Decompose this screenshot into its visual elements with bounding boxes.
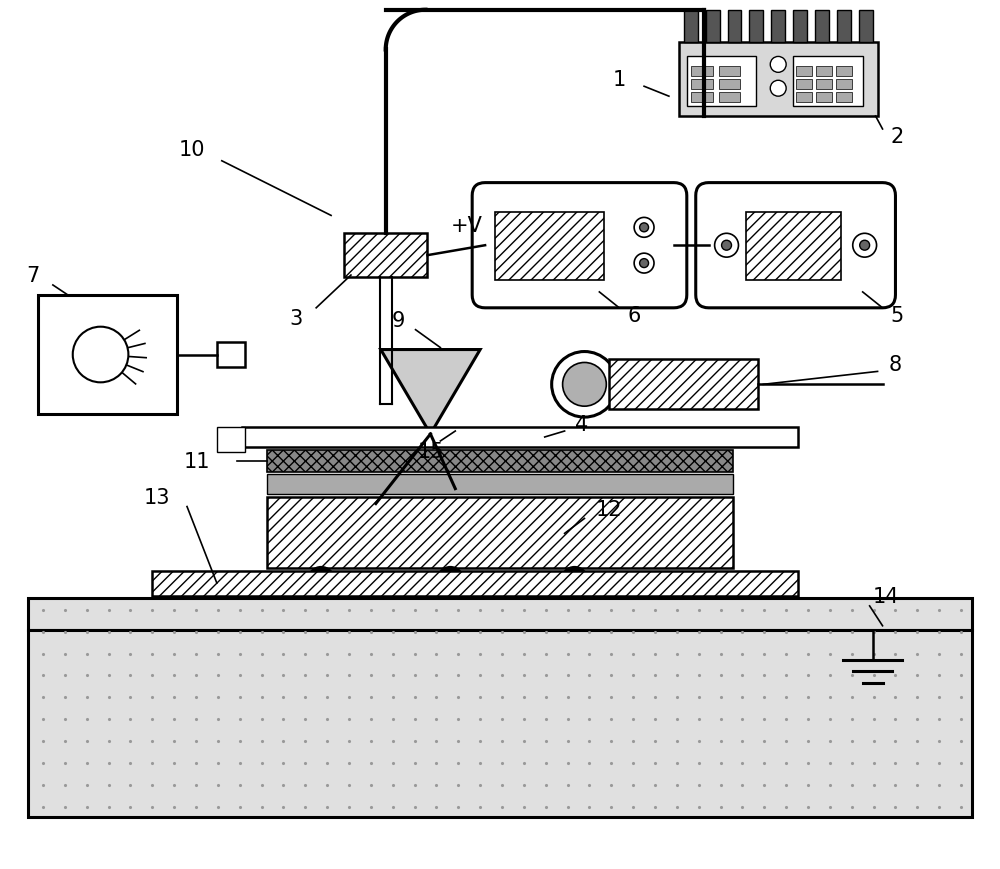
FancyBboxPatch shape (472, 183, 687, 308)
Bar (217, 428, 245, 453)
Circle shape (640, 259, 649, 269)
Bar (815, 10, 829, 43)
Text: 9: 9 (392, 310, 405, 330)
Bar (691, 80, 713, 90)
Circle shape (860, 241, 870, 251)
Bar (816, 80, 832, 90)
Bar (719, 93, 740, 103)
Bar (719, 67, 740, 77)
Text: +V: +V (450, 216, 482, 236)
Bar (771, 10, 785, 43)
Circle shape (437, 567, 463, 594)
Bar (793, 10, 807, 43)
Circle shape (552, 352, 617, 418)
Bar (691, 67, 713, 77)
Circle shape (73, 328, 128, 383)
Text: 14: 14 (872, 587, 899, 607)
Circle shape (853, 234, 877, 258)
Bar (746, 213, 841, 281)
Bar (679, 43, 878, 117)
Text: 3: 3 (290, 308, 303, 328)
Bar (684, 10, 698, 43)
Bar (836, 93, 852, 103)
Bar (816, 67, 832, 77)
Polygon shape (381, 350, 480, 434)
Bar (267, 497, 733, 568)
Text: 1: 1 (613, 70, 626, 90)
Bar (28, 630, 972, 817)
Text: 12: 12 (596, 499, 623, 519)
Bar (267, 450, 733, 472)
Text: 7: 7 (26, 266, 40, 286)
Text: 8: 8 (889, 355, 902, 375)
Circle shape (770, 57, 786, 73)
Bar (728, 10, 741, 43)
Bar (836, 67, 852, 77)
Circle shape (715, 234, 738, 258)
Bar (796, 67, 812, 77)
Bar (217, 342, 245, 368)
FancyBboxPatch shape (696, 183, 895, 308)
Circle shape (634, 218, 654, 238)
Bar (859, 10, 873, 43)
Bar (38, 295, 177, 415)
Circle shape (640, 223, 649, 233)
Bar (242, 428, 798, 448)
Text: 11: 11 (184, 451, 210, 471)
Bar (152, 572, 798, 596)
Bar (837, 10, 851, 43)
Bar (687, 57, 756, 107)
Bar (719, 80, 740, 90)
Bar (836, 80, 852, 90)
Text: 6: 6 (627, 305, 641, 325)
Bar (28, 598, 972, 630)
Bar (706, 10, 720, 43)
Circle shape (562, 567, 587, 594)
Bar (796, 80, 812, 90)
Text: 2: 2 (891, 127, 904, 147)
Bar (793, 57, 863, 107)
Circle shape (770, 81, 786, 97)
Circle shape (308, 567, 334, 594)
Bar (749, 10, 763, 43)
Circle shape (722, 241, 732, 251)
Bar (816, 93, 832, 103)
Text: 10: 10 (179, 140, 205, 160)
Text: 15: 15 (417, 441, 444, 461)
Text: 4: 4 (575, 415, 588, 434)
Circle shape (634, 254, 654, 274)
Bar (267, 474, 733, 494)
Circle shape (563, 363, 606, 407)
Bar (691, 93, 713, 103)
Bar (796, 93, 812, 103)
Text: 5: 5 (891, 305, 904, 325)
Bar (609, 360, 758, 409)
Text: 13: 13 (144, 487, 170, 507)
Bar (344, 234, 427, 278)
Bar (495, 213, 604, 281)
